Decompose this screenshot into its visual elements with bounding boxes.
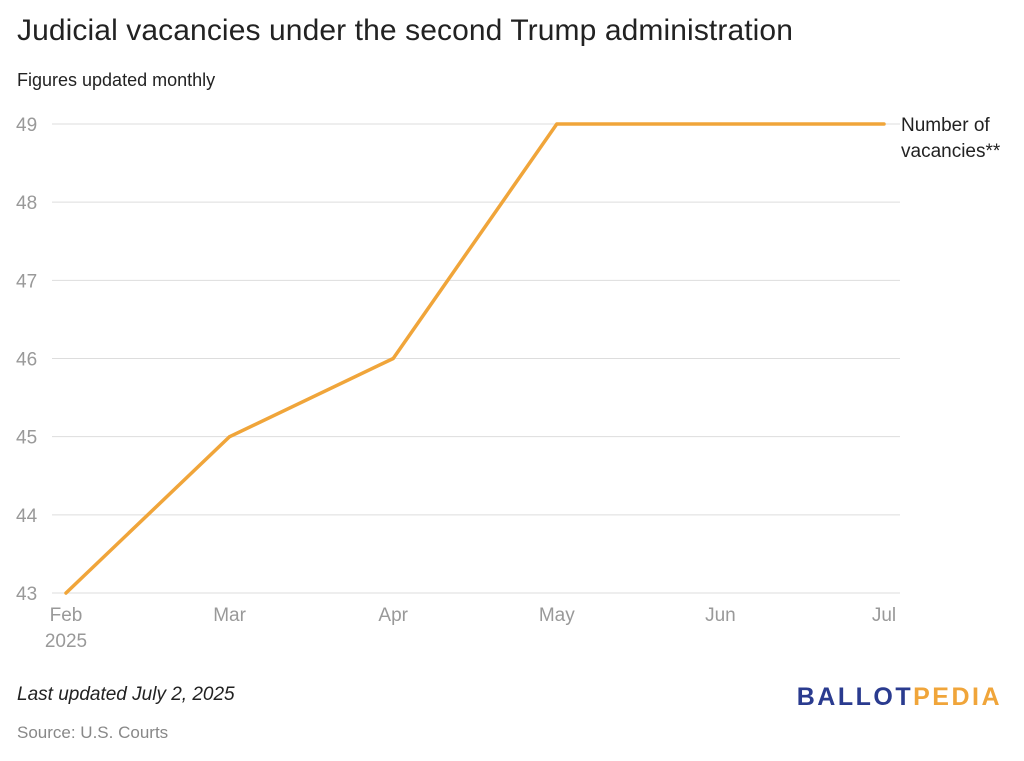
series-line-0 (64, 122, 886, 595)
y-tick-label-48: 48 (16, 193, 37, 214)
data-point-feb (64, 591, 68, 595)
gridlines (52, 123, 900, 594)
data-point-jun (718, 122, 722, 126)
series-layer (64, 122, 886, 595)
x-tick-label-jun: Jun (705, 605, 736, 626)
chart-title: Judicial vacancies under the second Trum… (17, 14, 794, 47)
data-point-mar (228, 435, 232, 439)
logo-text-ballot: BALLOT (796, 683, 914, 711)
data-point-may (555, 122, 559, 126)
data-point-jul (882, 122, 886, 126)
x-tick-label-apr: Apr (378, 605, 408, 626)
y-tick-label-44: 44 (16, 506, 38, 527)
series-labels: Number of vacancies** (901, 115, 1001, 162)
x-axis-tick-labels: Feb 2025 Mar Apr May Jun Jul (45, 605, 896, 652)
source-note: Source: U.S. Courts (17, 723, 169, 742)
last-updated-note: Last updated July 2, 2025 (17, 684, 235, 705)
y-tick-label-49: 49 (16, 115, 37, 136)
logo-text-pedia: PEDIA (913, 683, 1002, 711)
data-point-apr (391, 357, 395, 360)
x-tick-label-mar: Mar (213, 605, 246, 626)
x-tick-label-feb: Feb (50, 605, 83, 626)
x-tick-label-jul: Jul (872, 605, 896, 626)
y-axis-tick-labels: 43 44 45 46 47 48 49 (16, 115, 38, 605)
chart-subtitle: Figures updated monthly (17, 70, 216, 90)
y-tick-label-46: 46 (16, 350, 37, 371)
y-tick-label-47: 47 (16, 271, 37, 292)
series-label-line-1: vacancies** (901, 141, 1001, 162)
y-tick-label-45: 45 (16, 428, 37, 449)
ballotpedia-logo: BALLOTPEDIA (797, 683, 1002, 712)
line-chart: 43 44 45 46 47 48 49 Feb 2025 Mar Apr May Jun Jul Nu… (16, 115, 1001, 652)
series-label-line-0: Number of (901, 115, 990, 136)
x-tick-sublabel-year: 2025 (45, 631, 87, 652)
y-tick-label-43: 43 (16, 584, 37, 605)
x-tick-label-may: May (539, 605, 575, 626)
